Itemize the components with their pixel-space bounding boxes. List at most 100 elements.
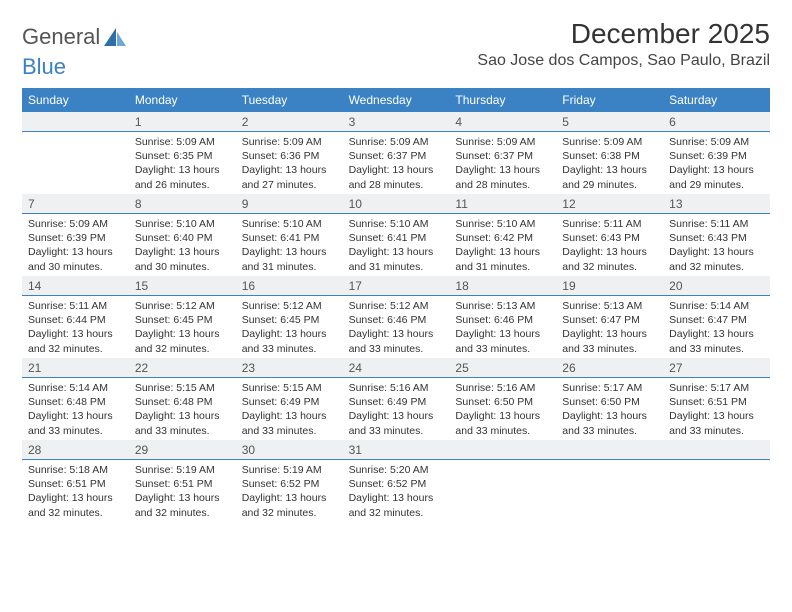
day-cell: Sunrise: 5:09 AMSunset: 6:37 PMDaylight:… xyxy=(343,132,450,194)
logo: General xyxy=(22,24,128,50)
sunset-text: Sunset: 6:37 PM xyxy=(455,149,550,163)
sunrise-text: Sunrise: 5:19 AM xyxy=(242,463,337,477)
day-number: 27 xyxy=(663,358,770,378)
day-cell: Sunrise: 5:17 AMSunset: 6:50 PMDaylight:… xyxy=(556,378,663,440)
sunrise-text: Sunrise: 5:09 AM xyxy=(349,135,444,149)
day-number: 19 xyxy=(556,276,663,296)
sunset-text: Sunset: 6:43 PM xyxy=(669,231,764,245)
daylight-text: Daylight: 13 hours and 33 minutes. xyxy=(455,327,550,355)
sunset-text: Sunset: 6:36 PM xyxy=(242,149,337,163)
sunrise-text: Sunrise: 5:12 AM xyxy=(135,299,230,313)
sunset-text: Sunset: 6:39 PM xyxy=(28,231,123,245)
daylight-text: Daylight: 13 hours and 32 minutes. xyxy=(135,491,230,519)
daylight-text: Daylight: 13 hours and 29 minutes. xyxy=(562,163,657,191)
day-cell: Sunrise: 5:11 AMSunset: 6:43 PMDaylight:… xyxy=(663,214,770,276)
sunrise-text: Sunrise: 5:09 AM xyxy=(28,217,123,231)
daylight-text: Daylight: 13 hours and 33 minutes. xyxy=(455,409,550,437)
day-of-week-header: SundayMondayTuesdayWednesdayThursdayFrid… xyxy=(22,88,770,112)
daylight-text: Daylight: 13 hours and 30 minutes. xyxy=(135,245,230,273)
sunrise-text: Sunrise: 5:11 AM xyxy=(562,217,657,231)
sunset-text: Sunset: 6:41 PM xyxy=(349,231,444,245)
day-cell: Sunrise: 5:10 AMSunset: 6:40 PMDaylight:… xyxy=(129,214,236,276)
sunset-text: Sunset: 6:52 PM xyxy=(242,477,337,491)
daylight-text: Daylight: 13 hours and 32 minutes. xyxy=(135,327,230,355)
sunset-text: Sunset: 6:46 PM xyxy=(455,313,550,327)
sunrise-text: Sunrise: 5:09 AM xyxy=(562,135,657,149)
day-cell: Sunrise: 5:15 AMSunset: 6:49 PMDaylight:… xyxy=(236,378,343,440)
day-of-week-label: Friday xyxy=(556,88,663,112)
sunrise-text: Sunrise: 5:20 AM xyxy=(349,463,444,477)
sunset-text: Sunset: 6:39 PM xyxy=(669,149,764,163)
daylight-text: Daylight: 13 hours and 26 minutes. xyxy=(135,163,230,191)
sunrise-text: Sunrise: 5:11 AM xyxy=(669,217,764,231)
daylight-text: Daylight: 13 hours and 32 minutes. xyxy=(562,245,657,273)
day-number: 14 xyxy=(22,276,129,296)
day-cell xyxy=(556,460,663,522)
daylight-text: Daylight: 13 hours and 30 minutes. xyxy=(28,245,123,273)
sunset-text: Sunset: 6:47 PM xyxy=(562,313,657,327)
day-number: 17 xyxy=(343,276,450,296)
sunrise-text: Sunrise: 5:10 AM xyxy=(242,217,337,231)
day-number: 26 xyxy=(556,358,663,378)
sunrise-text: Sunrise: 5:10 AM xyxy=(455,217,550,231)
day-of-week-label: Thursday xyxy=(449,88,556,112)
day-cell: Sunrise: 5:12 AMSunset: 6:46 PMDaylight:… xyxy=(343,296,450,358)
day-number xyxy=(22,112,129,132)
daylight-text: Daylight: 13 hours and 33 minutes. xyxy=(669,409,764,437)
day-cell xyxy=(663,460,770,522)
daylight-text: Daylight: 13 hours and 31 minutes. xyxy=(349,245,444,273)
daylight-text: Daylight: 13 hours and 32 minutes. xyxy=(242,491,337,519)
sunrise-text: Sunrise: 5:15 AM xyxy=(242,381,337,395)
day-number: 20 xyxy=(663,276,770,296)
sunrise-text: Sunrise: 5:18 AM xyxy=(28,463,123,477)
day-number: 3 xyxy=(343,112,450,132)
sunset-text: Sunset: 6:40 PM xyxy=(135,231,230,245)
day-of-week-label: Monday xyxy=(129,88,236,112)
day-cell: Sunrise: 5:11 AMSunset: 6:43 PMDaylight:… xyxy=(556,214,663,276)
sunset-text: Sunset: 6:47 PM xyxy=(669,313,764,327)
day-number: 28 xyxy=(22,440,129,460)
sunrise-text: Sunrise: 5:09 AM xyxy=(242,135,337,149)
daylight-text: Daylight: 13 hours and 28 minutes. xyxy=(455,163,550,191)
sunset-text: Sunset: 6:51 PM xyxy=(28,477,123,491)
day-number: 11 xyxy=(449,194,556,214)
logo-sail-icon xyxy=(102,26,128,48)
day-number xyxy=(556,440,663,460)
day-number: 31 xyxy=(343,440,450,460)
daylight-text: Daylight: 13 hours and 33 minutes. xyxy=(135,409,230,437)
day-cell: Sunrise: 5:10 AMSunset: 6:41 PMDaylight:… xyxy=(343,214,450,276)
sunrise-text: Sunrise: 5:13 AM xyxy=(562,299,657,313)
day-cell: Sunrise: 5:16 AMSunset: 6:49 PMDaylight:… xyxy=(343,378,450,440)
day-number: 2 xyxy=(236,112,343,132)
sunset-text: Sunset: 6:38 PM xyxy=(562,149,657,163)
sunset-text: Sunset: 6:48 PM xyxy=(135,395,230,409)
day-cell: Sunrise: 5:14 AMSunset: 6:48 PMDaylight:… xyxy=(22,378,129,440)
sunset-text: Sunset: 6:37 PM xyxy=(349,149,444,163)
day-cell xyxy=(22,132,129,194)
day-of-week-label: Sunday xyxy=(22,88,129,112)
sunset-text: Sunset: 6:43 PM xyxy=(562,231,657,245)
daylight-text: Daylight: 13 hours and 33 minutes. xyxy=(28,409,123,437)
sunrise-text: Sunrise: 5:09 AM xyxy=(135,135,230,149)
day-cell: Sunrise: 5:20 AMSunset: 6:52 PMDaylight:… xyxy=(343,460,450,522)
sunrise-text: Sunrise: 5:15 AM xyxy=(135,381,230,395)
sunset-text: Sunset: 6:45 PM xyxy=(242,313,337,327)
sunrise-text: Sunrise: 5:17 AM xyxy=(562,381,657,395)
daylight-text: Daylight: 13 hours and 33 minutes. xyxy=(562,409,657,437)
page-subtitle: Sao Jose dos Campos, Sao Paulo, Brazil xyxy=(477,52,770,70)
day-cell: Sunrise: 5:17 AMSunset: 6:51 PMDaylight:… xyxy=(663,378,770,440)
day-number: 24 xyxy=(343,358,450,378)
sunrise-text: Sunrise: 5:09 AM xyxy=(669,135,764,149)
day-cell: Sunrise: 5:19 AMSunset: 6:52 PMDaylight:… xyxy=(236,460,343,522)
daylight-text: Daylight: 13 hours and 33 minutes. xyxy=(669,327,764,355)
day-number: 22 xyxy=(129,358,236,378)
day-cell: Sunrise: 5:09 AMSunset: 6:38 PMDaylight:… xyxy=(556,132,663,194)
sunset-text: Sunset: 6:46 PM xyxy=(349,313,444,327)
sunrise-text: Sunrise: 5:16 AM xyxy=(349,381,444,395)
day-cell: Sunrise: 5:12 AMSunset: 6:45 PMDaylight:… xyxy=(129,296,236,358)
daylight-text: Daylight: 13 hours and 33 minutes. xyxy=(349,409,444,437)
day-cell: Sunrise: 5:16 AMSunset: 6:50 PMDaylight:… xyxy=(449,378,556,440)
day-cell: Sunrise: 5:09 AMSunset: 6:39 PMDaylight:… xyxy=(22,214,129,276)
day-cell: Sunrise: 5:11 AMSunset: 6:44 PMDaylight:… xyxy=(22,296,129,358)
calendar: SundayMondayTuesdayWednesdayThursdayFrid… xyxy=(22,88,770,522)
